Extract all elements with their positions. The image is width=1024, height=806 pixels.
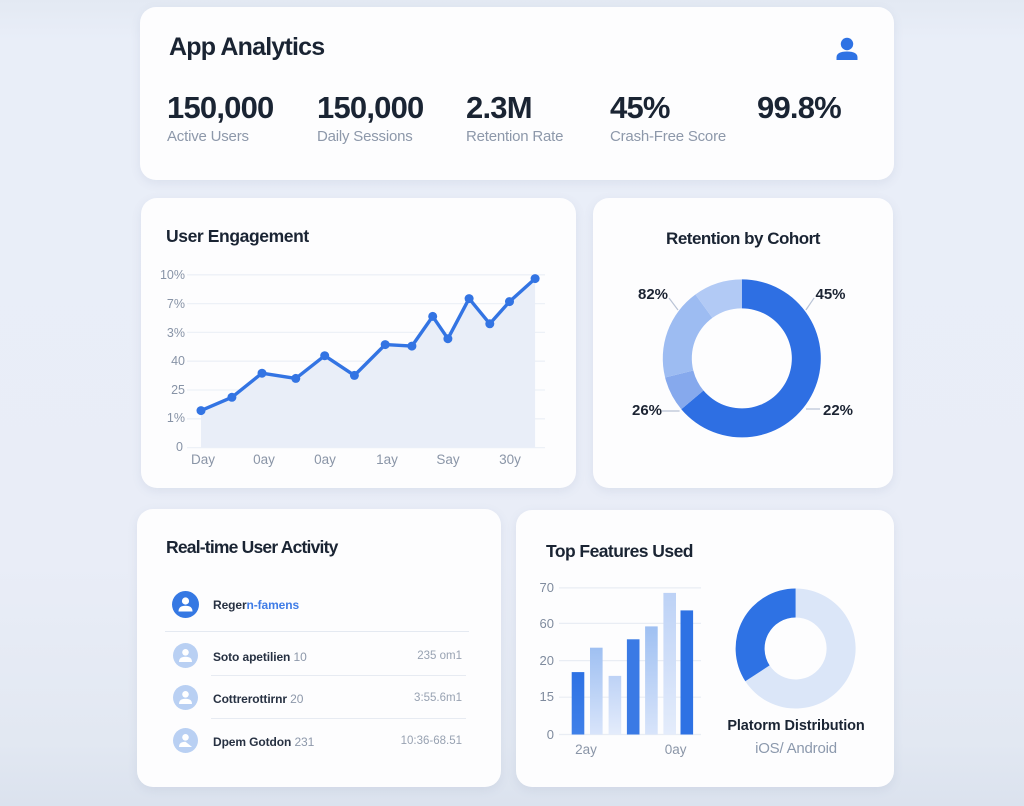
svg-text:82%: 82% [638, 286, 668, 303]
svg-text:3%: 3% [167, 326, 185, 340]
svg-text:0ay: 0ay [665, 742, 687, 757]
svg-text:40: 40 [171, 354, 185, 368]
svg-text:15: 15 [540, 689, 554, 704]
svg-text:Day: Day [191, 452, 215, 467]
svg-text:1%: 1% [167, 411, 185, 425]
svg-text:70: 70 [540, 580, 554, 595]
svg-text:10%: 10% [160, 268, 185, 282]
svg-text:0: 0 [547, 727, 554, 742]
svg-text:1ay: 1ay [376, 452, 398, 467]
svg-text:30y: 30y [499, 452, 521, 467]
svg-text:26%: 26% [632, 402, 662, 419]
svg-text:22%: 22% [823, 402, 853, 419]
svg-text:0: 0 [176, 440, 183, 454]
svg-text:2ay: 2ay [575, 742, 597, 757]
svg-text:25: 25 [171, 383, 185, 397]
svg-text:60: 60 [540, 616, 554, 631]
svg-text:0ay: 0ay [314, 452, 336, 467]
svg-text:45%: 45% [815, 286, 845, 303]
svg-text:Say: Say [436, 452, 460, 467]
svg-text:7%: 7% [167, 297, 185, 311]
svg-text:0ay: 0ay [253, 452, 275, 467]
svg-text:20: 20 [540, 653, 554, 668]
